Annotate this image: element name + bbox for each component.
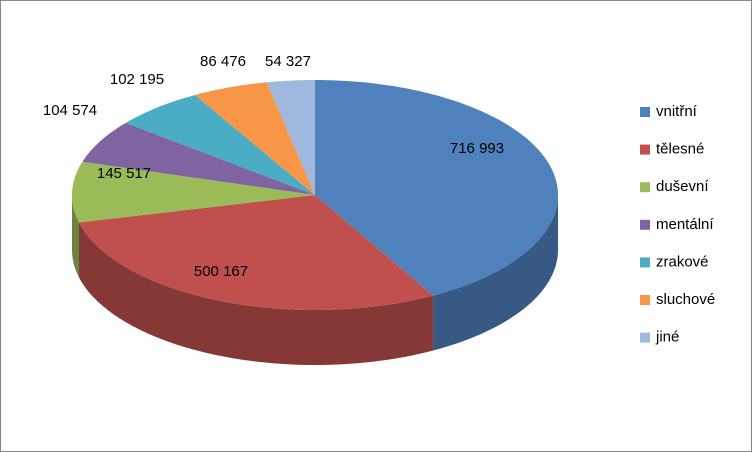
data-label: 102 195 bbox=[110, 71, 164, 88]
legend-swatch bbox=[640, 182, 650, 193]
legend-label: vnitřní bbox=[656, 103, 698, 120]
slice bbox=[125, 95, 315, 195]
data-label: 104 574 bbox=[43, 102, 97, 119]
data-label: 145 517 bbox=[97, 165, 151, 182]
legend-label: duševní bbox=[656, 178, 709, 195]
legend-label: tělesné bbox=[656, 141, 704, 158]
legend-swatch bbox=[640, 219, 650, 230]
legend-swatch bbox=[640, 295, 650, 305]
slice bbox=[79, 195, 434, 310]
legend-label: sluchové bbox=[656, 291, 715, 308]
legend-label: jiné bbox=[655, 329, 679, 346]
legend-label: mentální bbox=[656, 216, 714, 233]
slice bbox=[315, 80, 558, 296]
data-label: 500 167 bbox=[194, 263, 248, 280]
slice bbox=[266, 80, 315, 195]
data-label: 716 993 bbox=[450, 140, 504, 157]
slice-side bbox=[72, 195, 80, 278]
slice-side bbox=[79, 222, 434, 365]
slice bbox=[194, 82, 315, 195]
slice-side bbox=[433, 195, 558, 351]
legend-swatch bbox=[640, 332, 650, 343]
legend-swatch bbox=[640, 144, 650, 155]
data-label: 86 476 bbox=[200, 53, 246, 70]
legend-swatch bbox=[640, 257, 650, 268]
legend-label: zrakové bbox=[656, 253, 709, 270]
data-label: 54 327 bbox=[265, 53, 311, 70]
slice bbox=[72, 161, 315, 223]
slice bbox=[82, 122, 315, 195]
legend-swatch bbox=[640, 107, 650, 117]
